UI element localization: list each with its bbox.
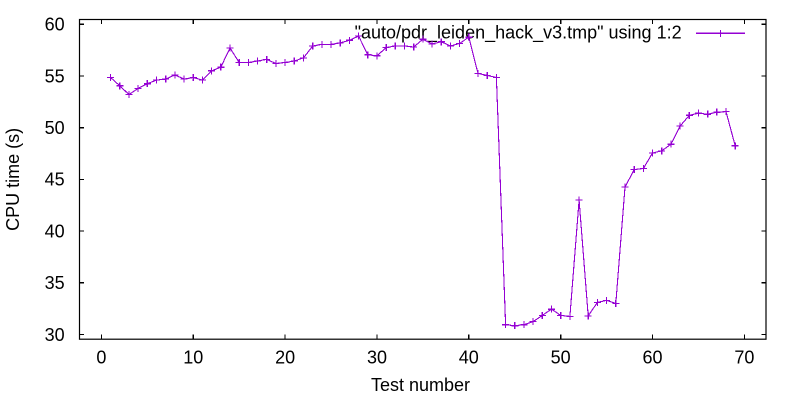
svg-text:50: 50 [45, 118, 65, 138]
svg-text:40: 40 [459, 348, 479, 368]
svg-text:30: 30 [45, 325, 65, 345]
svg-text:55: 55 [45, 66, 65, 86]
svg-text:40: 40 [45, 221, 65, 241]
svg-text:70: 70 [734, 348, 754, 368]
svg-text:30: 30 [367, 348, 387, 368]
svg-text:35: 35 [45, 273, 65, 293]
svg-text:10: 10 [183, 348, 203, 368]
svg-text:20: 20 [275, 348, 295, 368]
svg-text:60: 60 [45, 15, 65, 35]
svg-text:60: 60 [642, 348, 662, 368]
svg-text:Test number: Test number [371, 375, 470, 395]
svg-text:45: 45 [45, 170, 65, 190]
svg-text:0: 0 [96, 348, 106, 368]
svg-text:50: 50 [551, 348, 571, 368]
svg-text:CPU time (s): CPU time (s) [3, 128, 23, 231]
svg-text:"auto/pdr_leiden_hack_v3.tmp": "auto/pdr_leiden_hack_v3.tmp" using 1:2 [355, 23, 682, 44]
